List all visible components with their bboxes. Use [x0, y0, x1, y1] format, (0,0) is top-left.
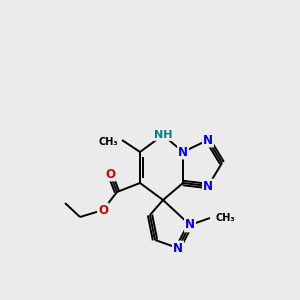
Text: N: N: [173, 242, 183, 254]
Text: NH: NH: [154, 130, 172, 140]
Text: N: N: [178, 146, 188, 158]
Text: CH₃: CH₃: [216, 213, 236, 223]
Text: O: O: [98, 203, 108, 217]
Text: N: N: [203, 179, 213, 193]
Text: N: N: [185, 218, 195, 232]
Text: O: O: [105, 167, 115, 181]
Text: CH₃: CH₃: [98, 137, 118, 147]
Text: N: N: [203, 134, 213, 146]
